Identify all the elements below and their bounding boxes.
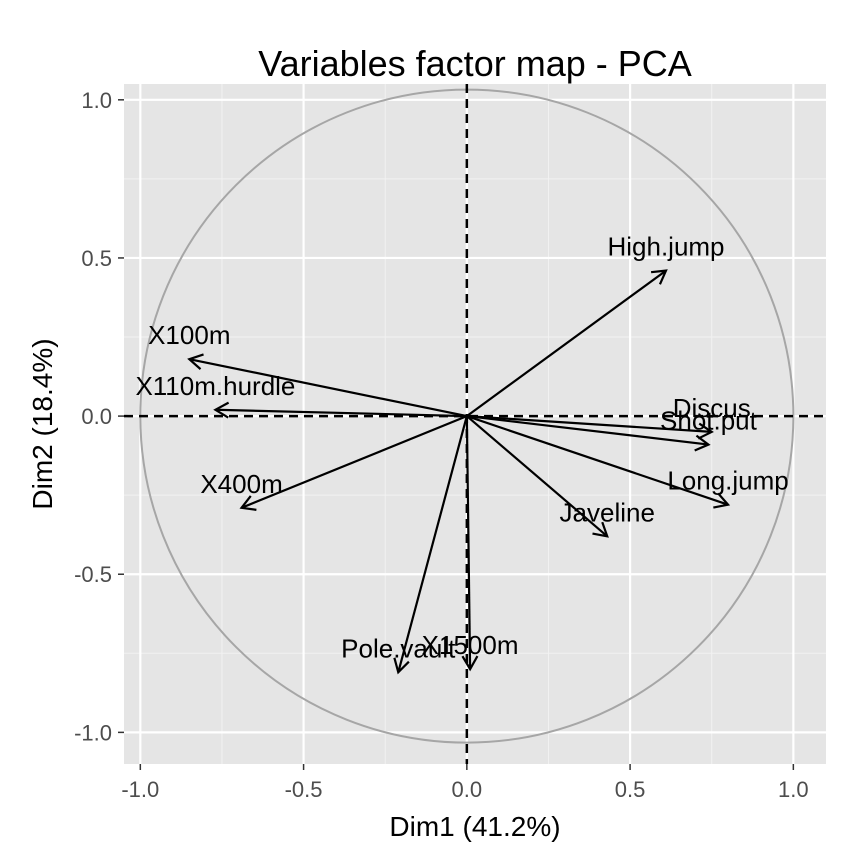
label-shot-put: Shot.put — [660, 406, 758, 436]
x-tick-label: 1.0 — [778, 777, 809, 802]
y-axis-ticks: -1.0 -0.5 0.0 0.5 1.0 — [74, 88, 124, 745]
arrow-long-jump — [466, 415, 731, 509]
label-javeline: Javeline — [560, 497, 655, 527]
arrow-high-jump — [466, 269, 668, 417]
chart-title: Variables factor map - PCA — [258, 43, 692, 84]
minor-grid — [124, 84, 826, 764]
y-tick-label: 1.0 — [81, 88, 112, 113]
x-axis-ticks: -1.0 -0.5 0.0 0.5 1.0 — [121, 764, 809, 802]
label-x400m: X400m — [200, 469, 282, 499]
arrow-x400m — [239, 415, 468, 511]
y-axis-title: Dim2 (18.4%) — [27, 338, 58, 509]
x-tick-label: -0.5 — [285, 777, 323, 802]
label-long-jump: Long.jump — [667, 466, 788, 496]
x-tick-label: 0.0 — [452, 777, 483, 802]
label-pole-vault: Pole.vault — [341, 633, 456, 663]
arrow-x100m — [187, 353, 468, 418]
x-axis-title: Dim1 (41.2%) — [389, 811, 560, 842]
arrow-x110m-hurdle — [213, 401, 467, 419]
arrow-pole-vault — [393, 415, 468, 675]
label-x100m: X100m — [148, 320, 230, 350]
arrow-x1500m — [461, 416, 479, 672]
arrow-javeline — [466, 415, 609, 538]
label-x110m-hurdle: X110m.hurdle — [135, 371, 295, 401]
y-tick-label: 0.0 — [81, 404, 112, 429]
y-tick-label: 0.5 — [81, 246, 112, 271]
label-discus: Discus — [673, 393, 751, 423]
label-x1500m: X1500m — [422, 630, 519, 660]
x-tick-label: 0.5 — [615, 777, 646, 802]
x-tick-label: -1.0 — [121, 777, 159, 802]
variable-arrows — [187, 269, 731, 675]
label-high-jump: High.jump — [607, 232, 724, 262]
y-tick-label: -1.0 — [74, 720, 112, 745]
y-tick-label: -0.5 — [74, 562, 112, 587]
arrow-discus — [466, 414, 714, 440]
